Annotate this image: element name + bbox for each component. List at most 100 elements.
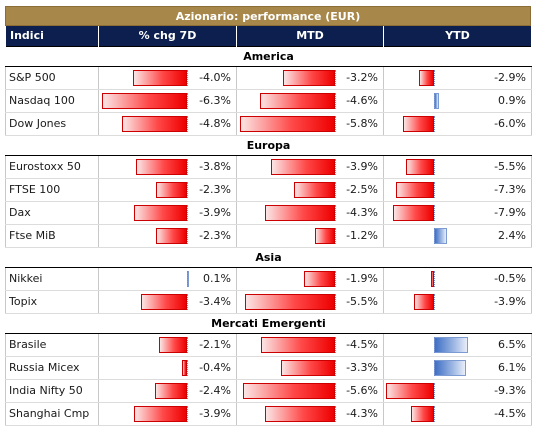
mtd-axis-line xyxy=(335,227,336,244)
ytd-bar xyxy=(434,336,468,353)
mtd-axis-line xyxy=(335,382,336,399)
mtd-bar xyxy=(260,92,335,109)
chg7d-cell: -3.9% xyxy=(98,402,237,426)
chg7d-axis-line xyxy=(187,382,188,399)
chg7d-cell: -3.4% xyxy=(98,290,237,314)
ytd-cell: 0.9% xyxy=(383,89,532,113)
table-row: Nasdaq 100 -6.3% -4.6% 0.9% xyxy=(5,89,532,113)
ytd-cell: 6.1% xyxy=(383,356,532,380)
chg7d-axis-line xyxy=(187,359,188,376)
header-ytd: YTD xyxy=(383,26,532,46)
mtd-bar xyxy=(304,270,335,287)
ytd-value: -0.5% xyxy=(494,271,526,285)
ytd-value: 6.1% xyxy=(498,360,526,374)
mtd-value: -1.2% xyxy=(346,228,378,242)
mtd-cell: -1.9% xyxy=(236,267,384,291)
chg7d-axis-line xyxy=(187,405,188,422)
ytd-value: -4.5% xyxy=(494,406,526,420)
mtd-bar xyxy=(281,359,335,376)
chg7d-bar xyxy=(155,382,187,399)
table-row: Russia Micex -0.4% -3.3% 6.1% xyxy=(5,356,532,380)
table-row: Brasile -2.1% -4.5% 6.5% xyxy=(5,333,532,357)
mtd-cell: -3.3% xyxy=(236,356,384,380)
mtd-cell: -4.5% xyxy=(236,333,384,357)
mtd-axis-line xyxy=(335,115,336,132)
performance-table: Indici % chg 7D MTD YTD America S&P 500 -4… xyxy=(5,26,532,426)
ytd-axis-line xyxy=(434,382,435,399)
chg7d-bar xyxy=(141,293,187,310)
chg7d-value: -4.0% xyxy=(199,70,231,84)
index-name: Shanghai Cmp xyxy=(5,402,99,426)
section-title: America xyxy=(5,45,532,67)
section-row: America xyxy=(5,45,532,67)
mtd-bar xyxy=(315,227,335,244)
chg7d-bar xyxy=(102,92,187,109)
ytd-axis-line xyxy=(434,69,435,86)
mtd-value: -4.3% xyxy=(346,205,378,219)
chg7d-bar xyxy=(159,336,187,353)
mtd-bar xyxy=(265,204,335,221)
ytd-bar xyxy=(393,204,434,221)
section-title: Europa xyxy=(5,134,532,156)
chg7d-axis-line xyxy=(187,181,188,198)
chg7d-value: -2.3% xyxy=(199,228,231,242)
chg7d-bar xyxy=(182,359,187,376)
ytd-cell: -0.5% xyxy=(383,267,532,291)
ytd-bar xyxy=(434,359,466,376)
table-row: S&P 500 -4.0% -3.2% -2.9% xyxy=(5,66,532,90)
table-row: Dax -3.9% -4.3% -7.9% xyxy=(5,201,532,225)
chg7d-axis-line xyxy=(187,270,188,287)
table-row: FTSE 100 -2.3% -2.5% -7.3% xyxy=(5,178,532,202)
chg7d-cell: -6.3% xyxy=(98,89,237,113)
chg7d-axis-line xyxy=(187,92,188,109)
mtd-axis-line xyxy=(335,158,336,175)
mtd-bar xyxy=(265,405,335,422)
mtd-value: -3.3% xyxy=(346,360,378,374)
index-name: Nikkei xyxy=(5,267,99,291)
mtd-bar xyxy=(243,382,335,399)
table-row: Topix -3.4% -5.5% -3.9% xyxy=(5,290,532,314)
ytd-bar xyxy=(431,270,434,287)
ytd-value: 6.5% xyxy=(498,337,526,351)
chg7d-cell: -4.8% xyxy=(98,112,237,136)
chg7d-value: -3.9% xyxy=(199,406,231,420)
ytd-value: -7.3% xyxy=(494,182,526,196)
ytd-bar xyxy=(414,293,434,310)
chg7d-bar xyxy=(134,204,187,221)
chg7d-bar xyxy=(136,158,187,175)
mtd-value: -4.3% xyxy=(346,406,378,420)
chg7d-cell: -2.4% xyxy=(98,379,237,403)
ytd-axis-line xyxy=(434,92,435,109)
mtd-cell: -4.3% xyxy=(236,402,384,426)
mtd-axis-line xyxy=(335,204,336,221)
mtd-bar xyxy=(261,336,335,353)
ytd-value: 0.9% xyxy=(498,93,526,107)
mtd-bar xyxy=(245,293,335,310)
mtd-bar xyxy=(271,158,335,175)
chg7d-value: -6.3% xyxy=(199,93,231,107)
performance-table-container: Azionario: performance (EUR) Indici % ch… xyxy=(5,6,532,426)
ytd-value: 2.4% xyxy=(498,228,526,242)
ytd-axis-line xyxy=(434,204,435,221)
mtd-axis-line xyxy=(335,181,336,198)
mtd-bar xyxy=(283,69,335,86)
ytd-axis-line xyxy=(434,270,435,287)
ytd-axis-line xyxy=(434,336,435,353)
ytd-cell: 2.4% xyxy=(383,224,532,248)
mtd-value: -2.5% xyxy=(346,182,378,196)
ytd-axis-line xyxy=(434,158,435,175)
mtd-bar xyxy=(240,115,335,132)
chg7d-axis-line xyxy=(187,293,188,310)
ytd-bar xyxy=(396,181,434,198)
index-name: Eurostoxx 50 xyxy=(5,155,99,179)
section-row: Mercati Emergenti xyxy=(5,312,532,334)
section-title: Asia xyxy=(5,246,532,268)
index-name: Brasile xyxy=(5,333,99,357)
ytd-cell: -9.3% xyxy=(383,379,532,403)
section-title: Mercati Emergenti xyxy=(5,312,532,334)
ytd-cell: 6.5% xyxy=(383,333,532,357)
ytd-cell: -5.5% xyxy=(383,155,532,179)
ytd-cell: -7.3% xyxy=(383,178,532,202)
chg7d-value: -0.4% xyxy=(199,360,231,374)
mtd-axis-line xyxy=(335,336,336,353)
